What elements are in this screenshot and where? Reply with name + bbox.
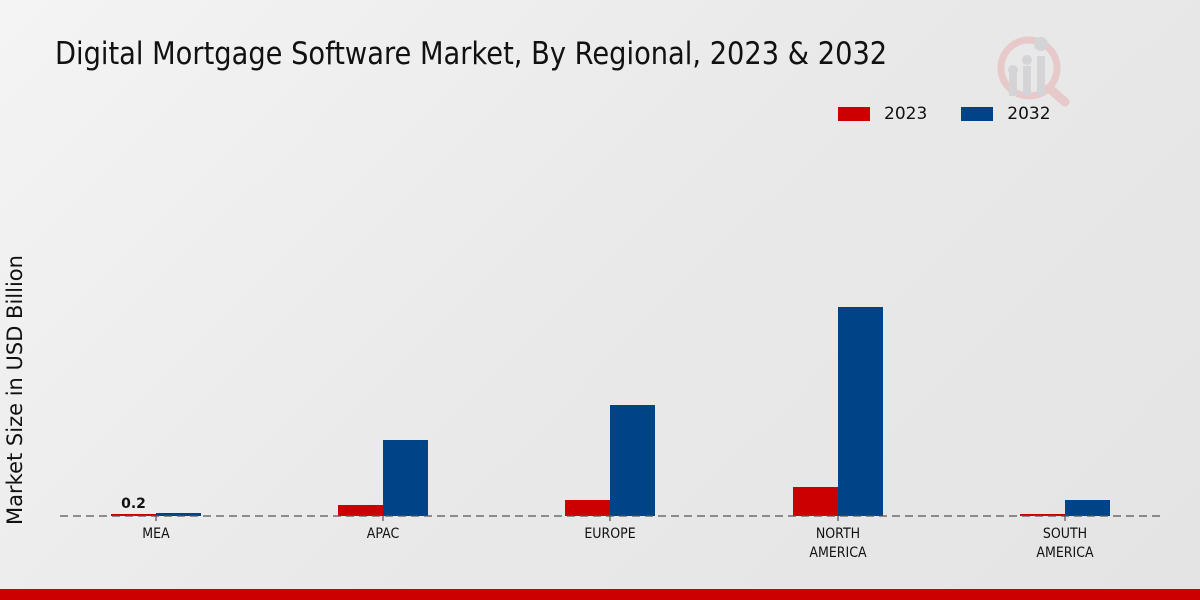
watermark-logo-icon: [997, 36, 1070, 107]
bar-2023-north-america[interactable]: [793, 487, 838, 516]
legend: 2023 2032: [838, 104, 1085, 124]
legend-item-2032[interactable]: 2032: [961, 104, 1051, 124]
legend-label-2023: 2023: [884, 104, 928, 124]
bar-2032-mea[interactable]: [156, 513, 201, 516]
x-tick-label: APAC: [367, 526, 400, 542]
data-label: 0.2: [121, 496, 146, 512]
bar-2032-apac[interactable]: [383, 440, 428, 516]
bar-2023-mea[interactable]: [111, 514, 156, 516]
bar-2032-south-america[interactable]: [1065, 500, 1110, 516]
bar-2023-apac[interactable]: [338, 505, 383, 516]
x-tick-label: SOUTH: [1043, 526, 1087, 542]
x-tick-label: AMERICA: [809, 545, 866, 561]
legend-label-2032: 2032: [1007, 104, 1051, 124]
legend-item-2023[interactable]: 2023: [838, 104, 927, 124]
x-tick-label: NORTH: [816, 526, 860, 542]
bar-2032-europe[interactable]: [610, 405, 655, 516]
x-tick-label: AMERICA: [1036, 545, 1093, 561]
bar-2023-europe[interactable]: [565, 500, 610, 516]
x-tick-label: EUROPE: [584, 526, 635, 542]
legend-swatch-2023: [838, 107, 870, 121]
x-tick-label: MEA: [142, 526, 169, 542]
bar-2032-north-america[interactable]: [838, 307, 883, 516]
footer-accent-bar: [0, 589, 1200, 600]
chart-title: Digital Mortgage Software Market, By Reg…: [55, 36, 888, 72]
legend-swatch-2032: [961, 107, 994, 121]
bar-2023-south-america[interactable]: [1020, 514, 1065, 516]
